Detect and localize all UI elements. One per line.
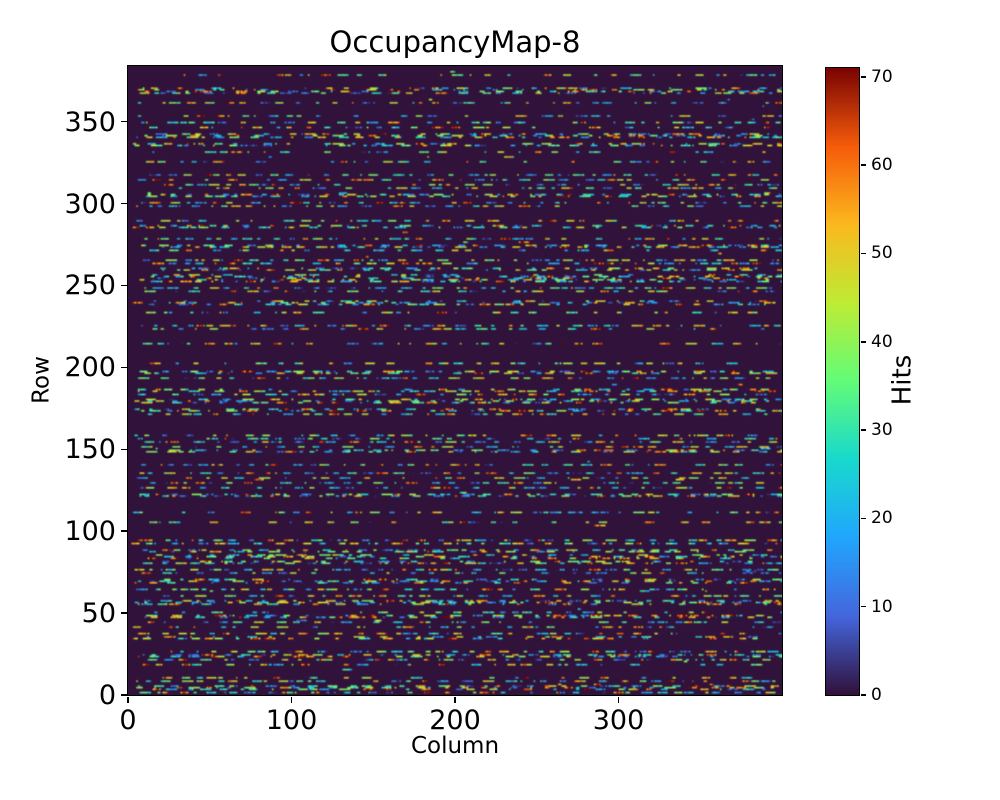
y-tick-label: 100 xyxy=(64,516,116,548)
x-tick-label: 0 xyxy=(119,705,137,736)
y-tick-mark xyxy=(120,448,127,451)
x-axis-label: Column xyxy=(410,733,500,759)
y-tick-mark xyxy=(120,694,127,696)
y-tick-mark xyxy=(120,284,127,287)
y-tick-mark xyxy=(120,530,127,532)
x-tick-label: 100 xyxy=(265,705,318,736)
x-tick-mark xyxy=(617,696,620,703)
y-tick-mark xyxy=(120,120,127,123)
chart-title: OccupancyMap-8 xyxy=(329,25,581,59)
colorbar-tick-label: 40 xyxy=(871,331,893,352)
colorbar-tick-mark xyxy=(860,605,866,608)
colorbar-label: Hits xyxy=(887,354,918,406)
colorbar-tick-label: 10 xyxy=(871,596,893,617)
colorbar-tick-mark xyxy=(860,517,866,520)
x-tick-label: 300 xyxy=(592,705,645,736)
colorbar-tick-label: 70 xyxy=(871,66,893,87)
y-axis-label: Row xyxy=(28,356,55,404)
colorbar-tick-mark xyxy=(860,341,866,343)
colorbar-tick-label: 0 xyxy=(871,685,882,705)
plot-area xyxy=(126,64,783,696)
colorbar-tick-mark xyxy=(860,252,866,255)
colorbar-tick-mark xyxy=(860,429,866,431)
colorbar-tick-label: 30 xyxy=(871,420,893,441)
colorbar-tick-label: 60 xyxy=(871,155,893,176)
x-tick-mark xyxy=(127,696,129,703)
colorbar-tick-mark xyxy=(860,164,866,166)
y-tick-label: 150 xyxy=(64,434,116,466)
x-tick-label: 200 xyxy=(429,705,481,736)
y-tick-label: 50 xyxy=(81,598,116,630)
colorbar-tick-label: 50 xyxy=(871,243,893,264)
x-tick-mark xyxy=(454,696,456,703)
y-tick-mark xyxy=(120,612,127,614)
y-tick-mark xyxy=(120,366,127,369)
colorbar-tick-label: 20 xyxy=(871,508,893,529)
y-tick-label: 350 xyxy=(64,106,116,138)
y-tick-label: 300 xyxy=(64,188,116,220)
x-tick-mark xyxy=(290,696,293,703)
colorbar-canvas xyxy=(825,67,859,695)
colorbar-tick-mark xyxy=(860,76,866,78)
y-tick-mark xyxy=(120,202,127,205)
y-tick-label: 0 xyxy=(98,680,116,711)
y-tick-label: 200 xyxy=(64,352,116,384)
colorbar-tick-mark xyxy=(860,694,866,696)
colorbar xyxy=(824,66,860,696)
heatmap-canvas xyxy=(127,65,782,695)
y-tick-label: 250 xyxy=(64,270,116,302)
